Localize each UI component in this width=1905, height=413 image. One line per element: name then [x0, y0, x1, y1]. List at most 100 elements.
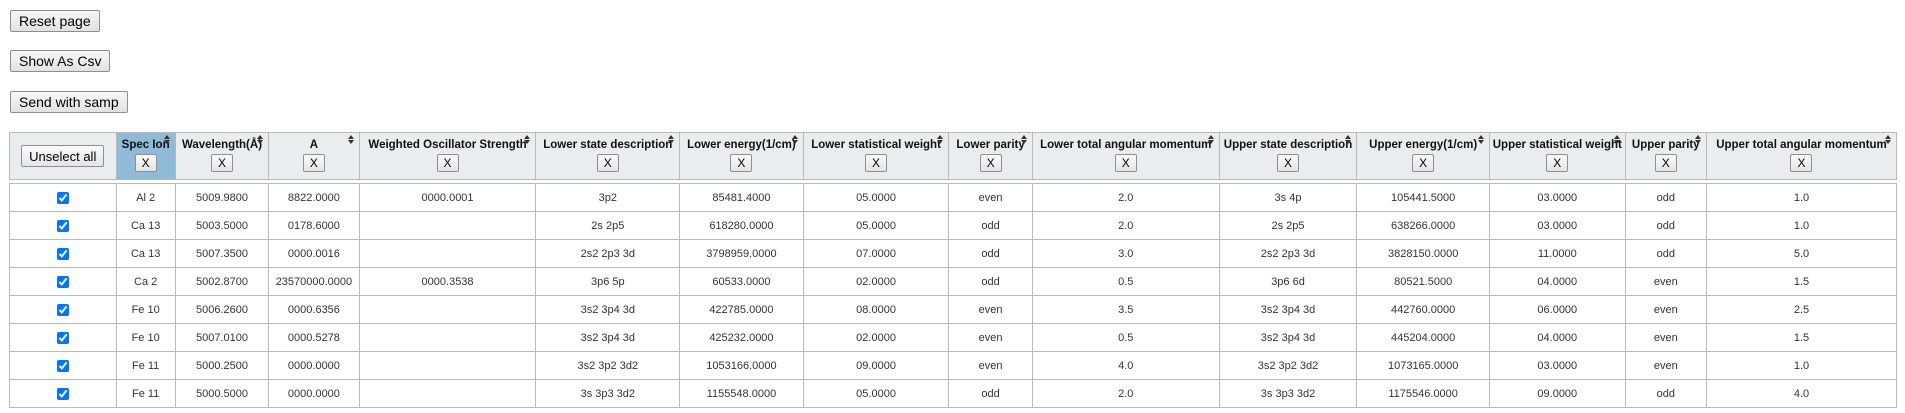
- remove-column-button[interactable]: X: [596, 154, 619, 172]
- cell-lower-energy: 60533.0000: [679, 267, 804, 296]
- select-all-header: Unselect all: [9, 132, 117, 180]
- column-header-lower-energy[interactable]: Lower energy(1/cm) X: [679, 132, 804, 180]
- cell-weighted-oscillator-strength: 0000.0001: [358, 183, 537, 212]
- sort-icon[interactable]: [791, 135, 799, 144]
- column-header-weighted-oscillator-strength[interactable]: Weighted Oscillator Strength X: [358, 132, 537, 180]
- remove-column-button[interactable]: X: [865, 154, 888, 172]
- cell-lower-total-angular-momentum: 0.5: [1031, 267, 1220, 296]
- remove-column-button[interactable]: X: [979, 154, 1002, 172]
- column-header-lower-state-description[interactable]: Lower state description X: [535, 132, 681, 180]
- column-header-upper-total-angular-momentum[interactable]: Upper total angular momentum X: [1705, 132, 1898, 180]
- cell-upper-total-angular-momentum: 1.5: [1705, 267, 1898, 296]
- sort-icon[interactable]: [1207, 135, 1215, 144]
- cell-spec-ion: Fe 11: [115, 379, 176, 408]
- column-header-spec-ion[interactable]: Spec Ion X: [115, 132, 176, 180]
- cell-a: 0000.0000: [268, 379, 360, 408]
- cell-upper-state-description: 3s2 3p2 3d2: [1218, 351, 1358, 380]
- cell-spec-ion: Fe 10: [115, 323, 176, 352]
- cell-wavelength: 5002.8700: [174, 267, 270, 296]
- cell-lower-statistical-weight: 07.0000: [802, 239, 950, 268]
- table-row: Fe 11 5000.5000 0000.0000 3s 3p3 3d2 1155548…: [9, 379, 1898, 408]
- sort-icon[interactable]: [1613, 135, 1621, 144]
- cell-lower-parity: even: [948, 351, 1033, 380]
- reset-page-button[interactable]: Reset page: [10, 10, 100, 32]
- sort-icon[interactable]: [1477, 135, 1485, 144]
- sort-icon[interactable]: [1345, 135, 1352, 144]
- row-select-cell: [9, 211, 117, 240]
- cell-a: 0000.0000: [268, 351, 360, 380]
- column-header-upper-parity[interactable]: Upper parity X: [1624, 132, 1707, 180]
- column-header-upper-state-description[interactable]: Upper state description X: [1218, 132, 1358, 180]
- table-row: Ca 13 5003.5000 0178.6000 2s 2p5 618280.0000…: [9, 211, 1898, 240]
- remove-column-button[interactable]: X: [302, 154, 325, 172]
- cell-lower-statistical-weight: 02.0000: [802, 323, 950, 352]
- remove-column-button[interactable]: X: [1654, 154, 1677, 172]
- row-select-checkbox[interactable]: [56, 388, 69, 400]
- row-select-checkbox[interactable]: [56, 248, 69, 260]
- remove-column-button[interactable]: X: [1114, 154, 1137, 172]
- column-header-upper-statistical-weight[interactable]: Upper statistical weight X: [1488, 132, 1626, 180]
- cell-upper-total-angular-momentum: 1.5: [1705, 323, 1898, 352]
- cell-lower-energy: 425232.0000: [679, 323, 804, 352]
- remove-column-button[interactable]: X: [436, 154, 459, 172]
- sort-icon[interactable]: [1885, 135, 1892, 144]
- results-table: Unselect all Spec Ion X Wavelength(Å) X A X We…: [9, 132, 1898, 408]
- show-as-csv-button[interactable]: Show As Csv: [10, 50, 111, 72]
- column-header-lower-total-angular-momentum[interactable]: Lower total angular momentum X: [1031, 132, 1220, 180]
- sort-icon[interactable]: [163, 135, 171, 144]
- cell-upper-energy: 1073165.0000: [1356, 351, 1490, 380]
- row-select-checkbox[interactable]: [56, 304, 69, 316]
- column-title: A: [309, 139, 319, 151]
- remove-column-button[interactable]: X: [134, 154, 157, 172]
- row-select-checkbox[interactable]: [56, 332, 69, 344]
- column-title: Lower total angular momentum: [1040, 139, 1212, 151]
- sort-icon[interactable]: [347, 135, 355, 144]
- table-row: Ca 13 5007.3500 0000.0016 2s2 2p3 3d 3798959…: [9, 239, 1898, 268]
- cell-upper-state-description: 2s 2p5: [1218, 211, 1358, 240]
- cell-lower-parity: odd: [948, 267, 1033, 296]
- remove-column-button[interactable]: X: [730, 154, 753, 172]
- sort-icon[interactable]: [1020, 135, 1028, 144]
- column-header-lower-parity[interactable]: Lower parity X: [948, 132, 1033, 180]
- cell-lower-energy: 1155548.0000: [679, 379, 804, 408]
- cell-upper-total-angular-momentum: 1.0: [1705, 211, 1898, 240]
- column-title: Weighted Oscillator Strength: [368, 139, 527, 151]
- sort-icon[interactable]: [1694, 135, 1702, 144]
- table-body: Al 2 5009.9800 8822.0000 0000.0001 3p2 85481.…: [9, 180, 1898, 408]
- cell-lower-state-description: 2s 2p5: [535, 211, 681, 240]
- sort-icon[interactable]: [524, 135, 531, 144]
- remove-column-button[interactable]: X: [1790, 154, 1813, 172]
- remove-column-button[interactable]: X: [1412, 154, 1435, 172]
- cell-lower-total-angular-momentum: 3.5: [1031, 295, 1220, 324]
- column-title: Upper state description: [1223, 139, 1353, 151]
- row-select-checkbox[interactable]: [56, 192, 69, 204]
- cell-lower-statistical-weight: 09.0000: [802, 351, 950, 380]
- cell-upper-parity: even: [1624, 351, 1707, 380]
- remove-column-button[interactable]: X: [1277, 154, 1300, 172]
- row-select-checkbox[interactable]: [56, 276, 69, 288]
- table-row: Fe 11 5000.2500 0000.0000 3s2 3p2 3d2 105316…: [9, 351, 1898, 380]
- cell-wavelength: 5000.5000: [174, 379, 270, 408]
- unselect-all-button[interactable]: Unselect all: [21, 145, 105, 167]
- cell-upper-statistical-weight: 03.0000: [1488, 211, 1626, 240]
- sort-icon[interactable]: [668, 135, 675, 144]
- sort-icon[interactable]: [937, 135, 944, 144]
- column-header-upper-energy[interactable]: Upper energy(1/cm) X: [1356, 132, 1490, 180]
- cell-a: 0178.6000: [268, 211, 360, 240]
- row-select-checkbox[interactable]: [56, 360, 69, 372]
- cell-weighted-oscillator-strength: [358, 239, 537, 268]
- column-header-lower-statistical-weight[interactable]: Lower statistical weight X: [802, 132, 950, 180]
- cell-upper-energy: 445204.0000: [1356, 323, 1490, 352]
- sort-icon[interactable]: [257, 135, 264, 144]
- remove-column-button[interactable]: X: [211, 154, 233, 172]
- column-title: Lower state description: [543, 139, 673, 151]
- remove-column-button[interactable]: X: [1546, 154, 1569, 172]
- cell-lower-total-angular-momentum: 3.0: [1031, 239, 1220, 268]
- row-select-cell: [9, 183, 117, 212]
- cell-lower-statistical-weight: 02.0000: [802, 267, 950, 296]
- row-select-checkbox[interactable]: [56, 220, 69, 232]
- send-with-samp-button[interactable]: Send with samp: [10, 91, 128, 113]
- cell-weighted-oscillator-strength: [358, 379, 537, 408]
- column-header-wavelength[interactable]: Wavelength(Å) X: [174, 132, 270, 180]
